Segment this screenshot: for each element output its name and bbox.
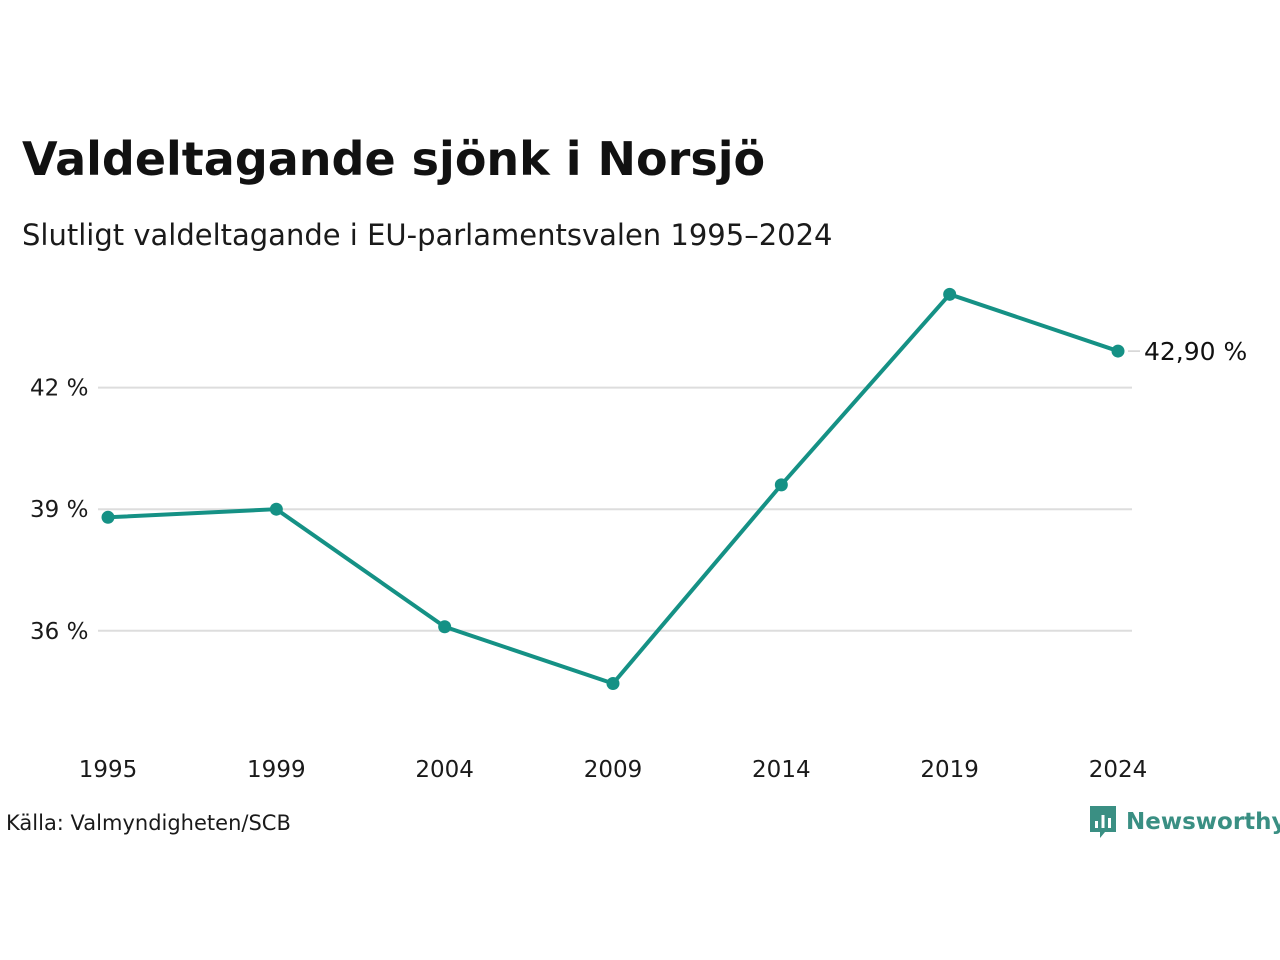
x-tick-label: 1995 [79,757,138,783]
data-point [1111,344,1125,358]
chart-title: Valdeltagande sjönk i Norsjö [22,132,766,186]
x-tick-label: 1999 [247,757,306,783]
y-tick-label: 36 % [30,619,88,645]
y-tick-label: 39 % [30,497,88,523]
x-tick-label: 2014 [752,757,811,783]
series-line [106,292,1120,686]
brand-name: Newsworthy [1126,809,1280,835]
data-point [774,478,788,492]
y-axis-ticks: 36 % 39 % 42 % [30,376,88,645]
y-tick-label: 42 % [30,376,88,402]
data-point [269,502,283,516]
chart-subtitle: Slutligt valdeltagande i EU-parlamentsva… [22,218,833,252]
data-point [606,677,620,691]
last-value-label: 42,90 % [1144,337,1247,366]
newsworthy-logo: Newsworthy [1088,804,1280,840]
x-axis-ticks: 1995 1999 2004 2009 2014 2019 2024 [79,757,1148,783]
data-point [438,620,452,634]
series-group [101,287,1125,691]
newsworthy-logo-icon [1090,806,1116,838]
source-note: Källa: Valmyndigheten/SCB [6,811,291,835]
x-tick-label: 2019 [920,757,979,783]
last-value-annotation: 42,90 % [1128,337,1247,366]
data-point [943,287,957,301]
data-point [101,510,115,524]
x-tick-label: 2004 [415,757,474,783]
x-tick-label: 2009 [584,757,643,783]
x-tick-label: 2024 [1089,757,1148,783]
